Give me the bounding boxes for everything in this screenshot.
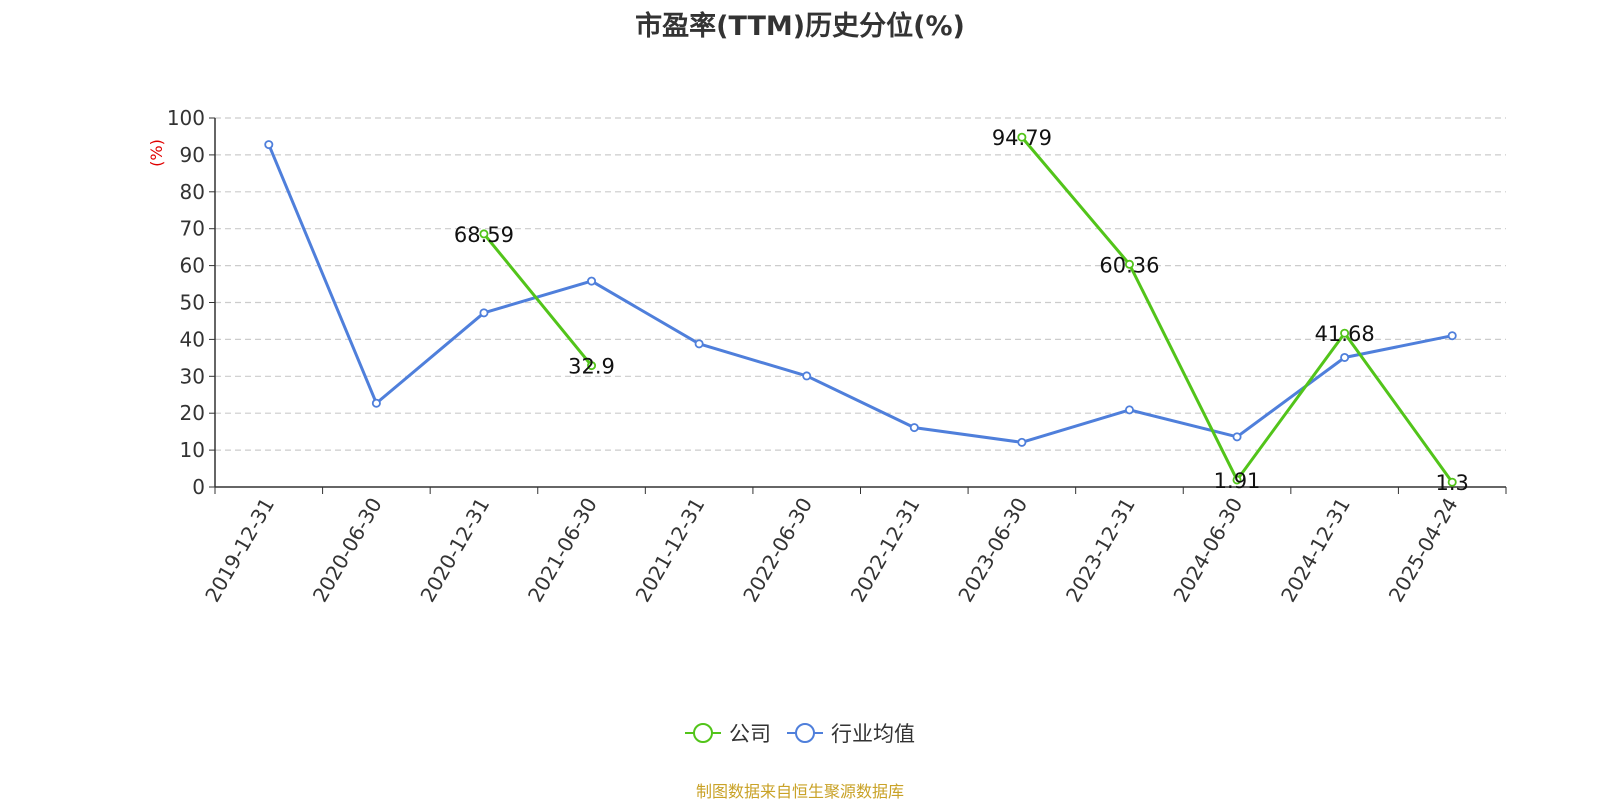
y-tick-label: 30 (180, 364, 205, 388)
x-tick-label: 2019-12-31 (200, 494, 279, 607)
data-label-company: 41.68 (1315, 322, 1375, 346)
grid-lines (215, 117, 1506, 451)
data-point-company (1447, 477, 1457, 487)
y-tick-label: 90 (180, 143, 205, 167)
data-point-industry-avg (1124, 405, 1134, 415)
y-tick-label: 50 (180, 291, 205, 315)
y-tick-label: 70 (180, 217, 205, 241)
data-point-industry-avg (264, 140, 274, 150)
data-point-company (1340, 328, 1350, 338)
x-tick-label: 2023-06-30 (953, 494, 1032, 607)
legend-company-label: 公司 (729, 722, 771, 746)
y-tick-label: 40 (180, 327, 205, 351)
data-label-company: 32.9 (568, 355, 615, 379)
y-tick-label: 100 (167, 106, 205, 130)
axes: 0 10 20 30 40 50 60 70 80 90 100 2019-12-31 2020-06-… (167, 106, 1507, 607)
series-line-company (482, 136, 1454, 484)
data-point-industry-avg (909, 423, 919, 433)
series-lines (264, 132, 1457, 487)
data-point-industry-avg (1340, 352, 1350, 362)
data-point-company (1232, 475, 1242, 485)
x-tick-label: 2020-12-31 (415, 494, 494, 607)
data-point-industry-avg (1447, 331, 1457, 341)
data-point-company (1017, 132, 1027, 142)
data-point-industry-avg (1232, 432, 1242, 442)
data-label-company: 1.91 (1214, 469, 1261, 493)
y-tick-label: 20 (180, 401, 205, 425)
x-tick-label: 2022-12-31 (846, 494, 925, 607)
y-tick-label: 0 (192, 475, 205, 499)
data-point-industry-avg (694, 339, 704, 349)
x-tick-label: 2021-12-31 (631, 494, 710, 607)
x-tick-label: 2021-06-30 (523, 494, 602, 607)
y-tick-label: 60 (180, 254, 205, 278)
y-axis-label: (%) (147, 139, 166, 167)
series-line-industry-avg (267, 143, 1453, 444)
data-point-industry-avg (587, 276, 597, 286)
data-point-industry-avg (479, 308, 489, 318)
legend-company-marker-icon (685, 723, 721, 743)
data-point-company (1124, 259, 1134, 269)
legend-industry-label: 行业均值 (831, 722, 915, 746)
data-point-industry-avg (802, 371, 812, 381)
x-tick-label: 2025-04-24 (1384, 494, 1463, 607)
data-point-company (479, 229, 489, 239)
data-label-company: 1.3 (1436, 471, 1469, 495)
data-label-company: 60.36 (1099, 253, 1159, 277)
data-label-company: 94.79 (992, 126, 1052, 150)
x-tick-label: 2022-06-30 (738, 494, 817, 607)
data-labels: 68.59 32.9 94.79 60.36 1.91 41.68 1.3 (454, 126, 1469, 495)
data-point-company (587, 361, 597, 371)
legend-item-company[interactable]: 公司 (685, 718, 771, 748)
data-label-company: 68.59 (454, 223, 514, 247)
x-tick-label: 2023-12-31 (1061, 494, 1140, 607)
legend: 公司 行业均值 (0, 718, 1600, 748)
legend-item-industry-avg[interactable]: 行业均值 (787, 718, 915, 748)
y-tick-label: 80 (180, 180, 205, 204)
source-note: 制图数据来自恒生聚源数据库 (695, 782, 904, 801)
legend-industry-marker-icon (787, 723, 823, 743)
data-point-industry-avg (371, 398, 381, 408)
x-tick-label: 2024-06-30 (1168, 494, 1247, 607)
x-tick-label: 2024-12-31 (1276, 494, 1355, 607)
x-tick-label: 2020-06-30 (308, 494, 387, 607)
y-tick-label: 10 (180, 438, 205, 462)
data-point-industry-avg (1017, 437, 1027, 447)
chart-title: 市盈率(TTM)历史分位(%) (635, 11, 965, 42)
